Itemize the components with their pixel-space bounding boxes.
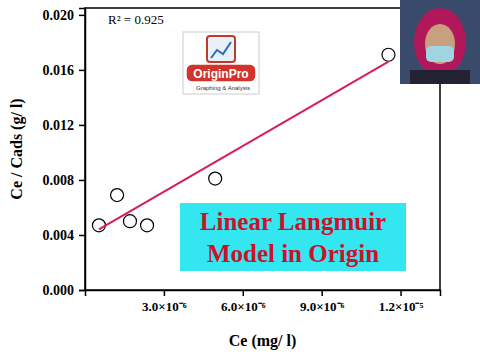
photo-bg [400, 0, 480, 84]
x-tick: 3.0×10⁻⁶ [142, 290, 187, 314]
y-tick: 0.012 [43, 118, 86, 133]
photo-head [414, 8, 466, 76]
y-tick: 0.000 [43, 283, 86, 298]
y-tick: 0.016 [43, 63, 86, 78]
y-tick-label: 0.004 [43, 228, 75, 243]
photo-mask [426, 46, 454, 62]
title-bg [180, 203, 406, 271]
data-point [123, 215, 136, 228]
y-axis: 0.000 0.004 0.008 0.012 0.016 0.020 [43, 8, 86, 298]
y-tick-label: 0.008 [43, 173, 75, 188]
x-tick: 9.0×10⁻⁶ [300, 290, 345, 314]
plot-frame [85, 8, 440, 290]
y-tick-mark [79, 15, 85, 17]
x-axis: 3.0×10⁻⁶ 6.0×10⁻⁶ 9.0×10⁻⁶ 1.2×10⁻⁵ [86, 290, 441, 314]
photo [400, 0, 480, 84]
data-point [382, 48, 395, 61]
x-axis-line [86, 291, 441, 297]
y-tick-mark [79, 180, 85, 182]
plot: 3.0×10⁻⁶6.0×10⁻⁶9.0×10⁻⁶1.2×10⁻⁵0.0000.0… [43, 8, 441, 314]
logo-text: OriginPro [193, 67, 248, 81]
title: Linear Langmuir [200, 208, 386, 235]
y-tick-mark [79, 70, 85, 72]
y-tick-label: 0.020 [43, 8, 75, 23]
photo-body [410, 70, 470, 84]
photo-face [425, 24, 455, 64]
data-point [92, 219, 105, 232]
logo-icon-line [211, 42, 231, 58]
data-point [111, 189, 124, 202]
x-tick-mark [243, 290, 245, 296]
title: Model in Origin [207, 240, 379, 267]
y-tick-label: 0.012 [43, 118, 75, 133]
x-tick-label: 1.2×10⁻⁵ [379, 299, 424, 314]
x-tick-label: 3.0×10⁻⁶ [142, 299, 187, 314]
x-tick-label: 6.0×10⁻⁶ [221, 299, 266, 314]
x-tick: 1.2×10⁻⁵ [379, 290, 424, 314]
x-axis-title: Ce (mg/ l) [229, 332, 297, 350]
logo-bg [183, 32, 259, 94]
logo-subtext: Graphing & Analysis [196, 85, 250, 91]
x-tick-mark [321, 290, 323, 296]
y-tick-mark [79, 125, 85, 127]
logo: OriginPro Graphing & Analysis [183, 32, 259, 94]
annotation: R² = 0.925 [108, 12, 164, 27]
x-tick-mark [164, 290, 166, 296]
y-tick-label: 0.000 [43, 283, 75, 298]
y-tick-mark [79, 235, 85, 237]
y-axis-line [79, 9, 86, 291]
chart: 3.0×10⁻⁶6.0×10⁻⁶9.0×10⁻⁶1.2×10⁻⁵0.0000.0… [0, 0, 480, 360]
x-tick-mark [400, 290, 402, 296]
logo-badge [186, 64, 256, 82]
y-tick-label: 0.016 [43, 63, 75, 78]
logo-icon [207, 36, 235, 62]
x-tick: 6.0×10⁻⁶ [221, 290, 266, 314]
y-tick: 0.008 [43, 173, 86, 188]
x-tick-label: 9.0×10⁻⁶ [300, 299, 345, 314]
y-axis-title: Ce / Cads (g/ l) [8, 98, 26, 199]
title-box: Linear Langmuir Model in Origin [180, 203, 406, 271]
data-point [209, 172, 222, 185]
y-tick: 0.004 [43, 228, 86, 243]
y-tick: 0.020 [43, 8, 86, 23]
y-tick-mark [79, 290, 85, 292]
data-point [141, 219, 154, 232]
